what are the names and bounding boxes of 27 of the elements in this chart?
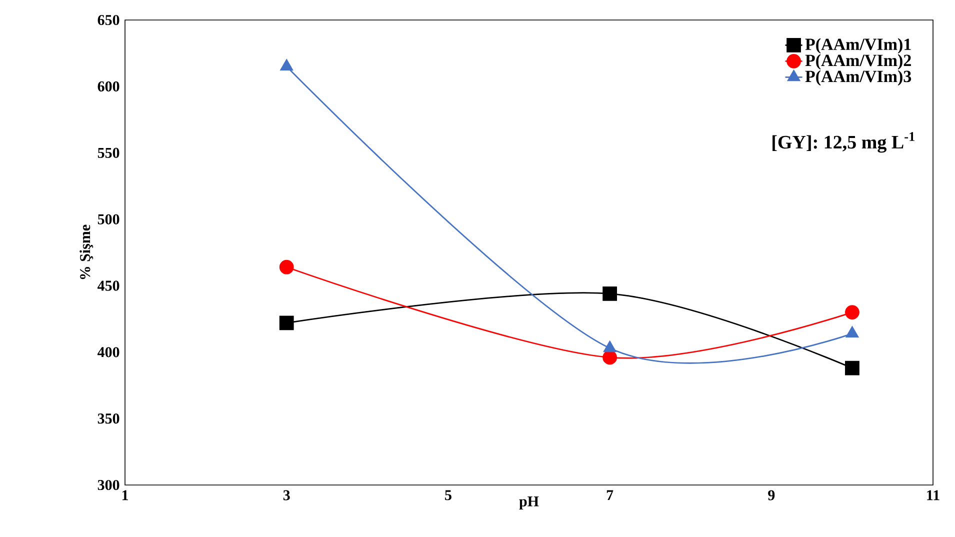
y-axis-title: % Şişme [80,224,94,280]
x-tick-label: 11 [927,490,940,500]
x-tick-label: 3 [283,490,290,500]
y-tick-label: 300 [98,480,120,490]
point [845,305,860,320]
x-tick-label: 5 [445,490,452,500]
point [279,316,294,330]
y-tick-label: 550 [98,148,120,158]
point [279,260,294,274]
x-tick-label: 7 [606,490,614,500]
point [602,350,618,365]
point [602,286,618,301]
y-tick-label: 350 [98,414,120,424]
point [845,360,860,376]
y-tick-label: 400 [98,347,120,358]
y-tick-label: 500 [98,214,120,224]
legend-label: P(AAm/VIm)3 [805,70,912,86]
y-tick-label: 650 [98,14,120,26]
y-tick-label: 600 [98,81,120,92]
legend-label: P(AAm/VIm)2 [805,54,911,70]
x-axis-title: pH [519,496,539,510]
legend-label: P(AAm/VIm)1 [805,38,911,54]
x-tick-label: 9 [768,490,775,500]
x-tick-label: 1 [122,490,128,500]
y-tick-label: 450 [98,280,120,291]
point [280,59,293,70]
annotation: [GY]: 12,5 mg L$^{-1}$ [772,132,914,153]
